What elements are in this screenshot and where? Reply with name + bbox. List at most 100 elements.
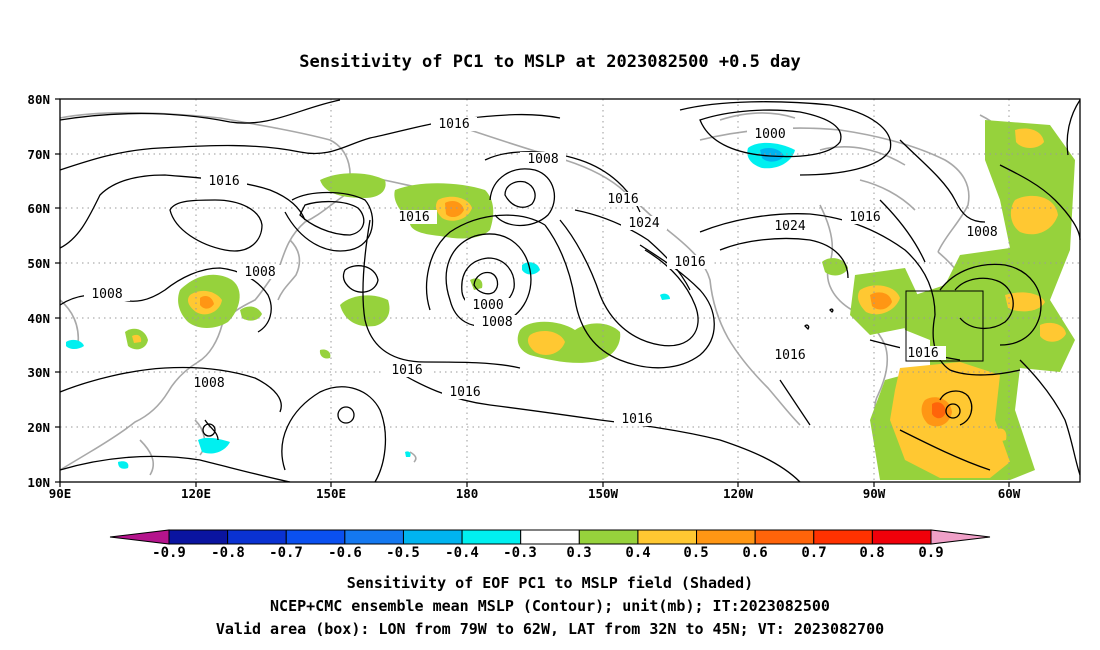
contour-label: 1008 (520, 152, 566, 167)
caption-line-2: NCEP+CMC ensemble mean MSLP (Contour); u… (270, 597, 830, 615)
lat-tick-label: 20N (27, 420, 50, 435)
contour-label: 1016 (614, 412, 660, 427)
colorbar-labels: -0.9 -0.8 -0.7 -0.6 -0.5 -0.4 -0.3 0.3 0… (152, 545, 944, 561)
svg-text:1024: 1024 (628, 216, 659, 231)
contour-label: 1008 (237, 265, 283, 280)
lon-tick-label: 120E (181, 486, 211, 501)
contour-label: 1016 (391, 210, 437, 225)
lon-tick-label: 60W (998, 486, 1021, 501)
map-panel: 1016 1000 1016 1008 1016 1016 1024 1016 … (27, 92, 1081, 501)
colorbar-label: 0.3 (566, 545, 591, 561)
map-frame (59, 98, 1081, 483)
svg-text:1008: 1008 (193, 376, 224, 391)
lon-tick-label: 150E (316, 486, 346, 501)
contour-labels: 1016 1000 1016 1008 1016 1016 1024 1016 … (84, 117, 1005, 427)
lon-tick-label: 90W (863, 486, 886, 501)
colorbar: -0.9 -0.8 -0.7 -0.6 -0.5 -0.4 -0.3 0.3 0… (109, 529, 991, 561)
colorbar-cells (168, 529, 932, 545)
colorbar-label: -0.5 (386, 545, 420, 561)
contour-label: 1016 (900, 346, 946, 361)
colorbar-label: -0.7 (269, 545, 303, 561)
contour-label: 1000 (747, 127, 793, 142)
lat-tick-label: 10N (27, 475, 50, 490)
colorbar-cell (227, 529, 287, 545)
colorbar-cell (578, 529, 639, 545)
colorbar-label: -0.8 (211, 545, 245, 561)
svg-text:1008: 1008 (481, 315, 512, 330)
contour-label: 1016 (667, 255, 713, 270)
contour-label: 1016 (201, 174, 247, 189)
svg-text:1016: 1016 (449, 385, 480, 400)
colorbar-low-arrow (109, 529, 170, 545)
svg-text:1008: 1008 (527, 152, 558, 167)
colorbar-label: 0.7 (801, 545, 826, 561)
svg-text:1000: 1000 (472, 298, 503, 313)
contour-label: 1008 (84, 287, 130, 302)
contour-label: 1016 (842, 210, 888, 225)
lat-tick-label: 50N (27, 256, 50, 271)
lon-tick-label: 150W (588, 486, 619, 501)
svg-text:1016: 1016 (849, 210, 880, 225)
svg-text:1016: 1016 (391, 363, 422, 378)
contour-label: 1016 (600, 192, 646, 207)
lat-tick-label: 60N (27, 201, 50, 216)
colorbar-cell (813, 529, 873, 545)
colorbar-label: -0.3 (503, 545, 537, 561)
colorbar-cell (461, 529, 522, 545)
contour-label: 1008 (959, 225, 1005, 240)
svg-text:1016: 1016 (774, 348, 805, 363)
lat-tick-label: 70N (27, 147, 50, 162)
graticule (60, 99, 1080, 482)
svg-text:1000: 1000 (754, 127, 785, 142)
lon-tick-label: 90E (49, 486, 72, 501)
contour-label: 1008 (474, 315, 520, 330)
lon-tick-label: 120W (723, 486, 754, 501)
contour-label: 1008 (186, 376, 232, 391)
sensitivity-shading (66, 120, 1075, 480)
colorbar-cell (168, 529, 229, 545)
svg-text:1008: 1008 (966, 225, 997, 240)
caption-line-1: Sensitivity of EOF PC1 to MSLP field (Sh… (347, 574, 753, 592)
colorbar-cell (285, 529, 346, 545)
caption-line-3: Valid area (box): LON from 79W to 62W, L… (216, 620, 884, 638)
latitude-labels: 80N 70N 60N 50N 40N 30N 20N 10N (27, 92, 50, 490)
contour-label: 1016 (431, 117, 477, 132)
tick-marks (55, 98, 1010, 487)
valid-area-box (905, 290, 984, 362)
contour-label: 1024 (767, 219, 813, 234)
colorbar-label: 0.6 (742, 545, 767, 561)
lat-tick-label: 30N (27, 365, 50, 380)
colorbar-label: -0.9 (152, 545, 186, 561)
colorbar-cell (637, 529, 698, 545)
svg-text:1016: 1016 (674, 255, 705, 270)
colorbar-cell (871, 529, 932, 545)
colorbar-label: 0.9 (918, 545, 943, 561)
svg-text:1016: 1016 (208, 174, 239, 189)
colorbar-cell (754, 529, 815, 545)
longitude-labels: 90E 120E 150E 180 150W 120W 90W 60W (49, 486, 1021, 501)
colorbar-high-arrow (930, 529, 991, 545)
lon-tick-label: 180 (456, 486, 479, 501)
svg-text:1016: 1016 (607, 192, 638, 207)
svg-text:1008: 1008 (91, 287, 122, 302)
contour-label: 1000 (465, 298, 511, 313)
svg-text:1016: 1016 (398, 210, 429, 225)
contour-label: 1016 (384, 363, 430, 378)
contour-label: 1016 (767, 348, 813, 363)
colorbar-label: 0.5 (683, 545, 708, 561)
lat-tick-label: 40N (27, 311, 50, 326)
colorbar-cell (696, 529, 756, 545)
colorbar-cell (520, 529, 580, 545)
svg-text:1016: 1016 (438, 117, 469, 132)
colorbar-label: 0.4 (625, 545, 650, 561)
colorbar-cell (402, 529, 463, 545)
svg-text:1016: 1016 (907, 346, 938, 361)
colorbar-label: -0.6 (328, 545, 362, 561)
lat-tick-label: 80N (27, 92, 50, 107)
contour-label: 1016 (442, 385, 488, 400)
svg-text:1016: 1016 (621, 412, 652, 427)
contour-label: 1024 (621, 216, 667, 231)
captions: Sensitivity of EOF PC1 to MSLP field (Sh… (216, 574, 884, 638)
colorbar-label: 0.8 (859, 545, 884, 561)
